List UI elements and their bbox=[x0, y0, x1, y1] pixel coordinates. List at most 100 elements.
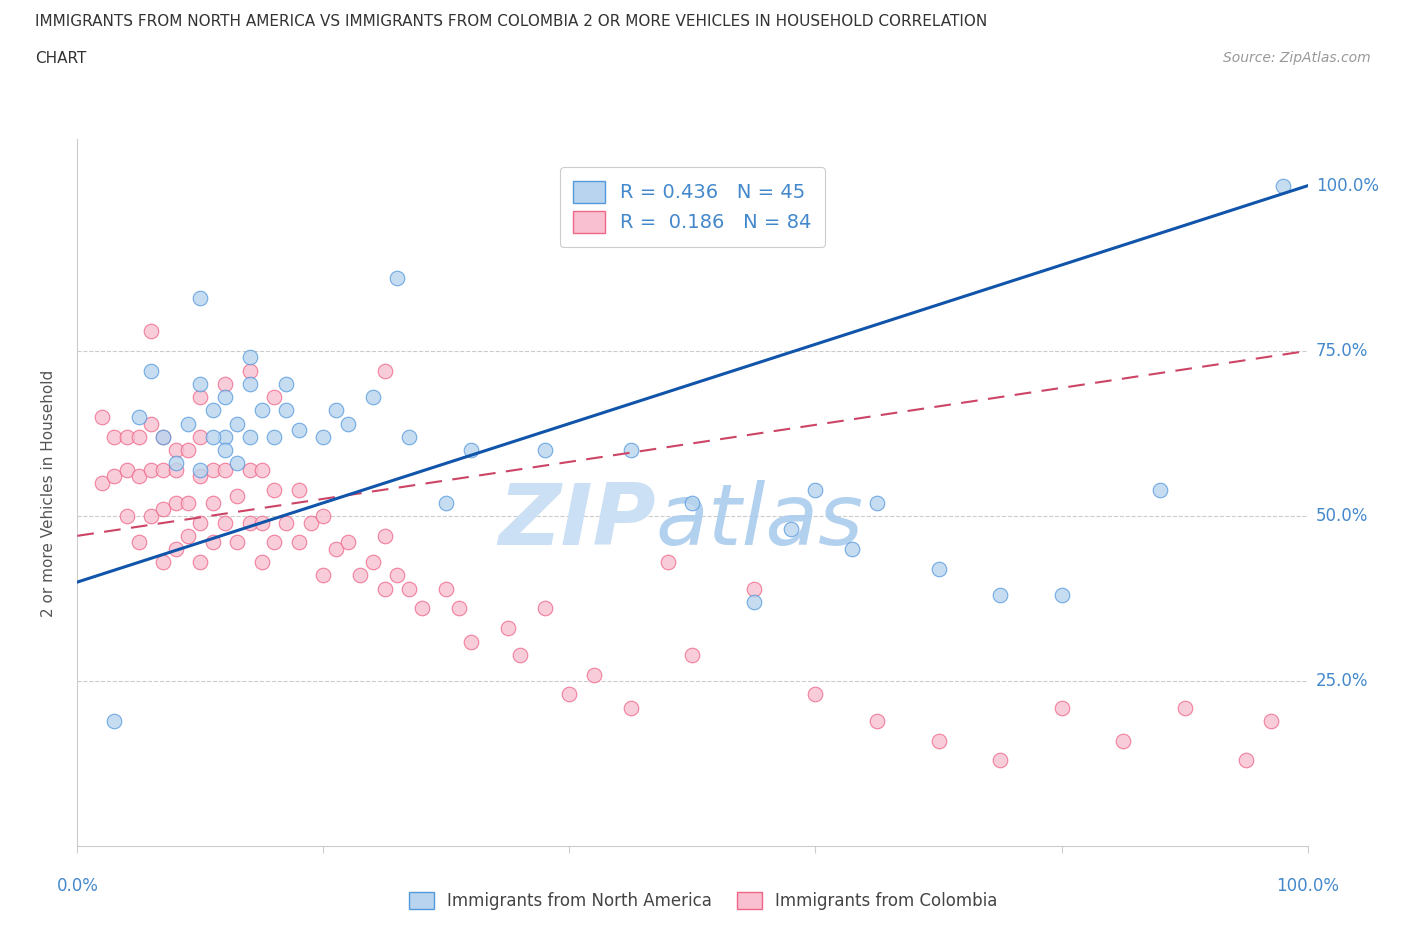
Point bbox=[141, 416, 163, 431]
Point bbox=[201, 462, 224, 477]
Point bbox=[1272, 179, 1295, 193]
Text: IMMIGRANTS FROM NORTH AMERICA VS IMMIGRANTS FROM COLOMBIA 2 OR MORE VEHICLES IN : IMMIGRANTS FROM NORTH AMERICA VS IMMIGRA… bbox=[35, 14, 987, 29]
Point bbox=[250, 515, 273, 530]
Text: 75.0%: 75.0% bbox=[1316, 342, 1368, 360]
Point bbox=[349, 568, 371, 583]
Point bbox=[1174, 700, 1197, 715]
Point bbox=[436, 581, 458, 596]
Point bbox=[337, 416, 360, 431]
Point bbox=[325, 403, 347, 418]
Point bbox=[276, 377, 298, 392]
Point bbox=[534, 443, 557, 458]
Point bbox=[128, 430, 150, 445]
Point bbox=[103, 469, 125, 484]
Text: 100.0%: 100.0% bbox=[1316, 177, 1379, 194]
Point bbox=[337, 535, 360, 550]
Point bbox=[620, 700, 643, 715]
Point bbox=[288, 482, 311, 497]
Point bbox=[188, 462, 212, 477]
Point bbox=[928, 733, 950, 748]
Point bbox=[188, 515, 212, 530]
Point bbox=[201, 403, 224, 418]
Point bbox=[276, 403, 298, 418]
Point bbox=[239, 377, 262, 392]
Point bbox=[226, 456, 249, 471]
Point bbox=[385, 568, 409, 583]
Point bbox=[90, 475, 114, 490]
Point bbox=[361, 390, 384, 405]
Point bbox=[1234, 753, 1257, 768]
Text: atlas: atlas bbox=[655, 480, 863, 563]
Point bbox=[361, 555, 384, 570]
Point bbox=[165, 541, 187, 556]
Point bbox=[263, 535, 285, 550]
Point bbox=[299, 515, 322, 530]
Legend: R = 0.436   N = 45, R =  0.186   N = 84: R = 0.436 N = 45, R = 0.186 N = 84 bbox=[560, 166, 825, 246]
Text: 25.0%: 25.0% bbox=[1316, 672, 1368, 690]
Point bbox=[263, 482, 285, 497]
Point bbox=[1260, 713, 1282, 728]
Point bbox=[239, 364, 262, 379]
Point bbox=[177, 443, 200, 458]
Point bbox=[239, 515, 262, 530]
Point bbox=[214, 462, 236, 477]
Point bbox=[1112, 733, 1135, 748]
Point bbox=[188, 290, 212, 305]
Point bbox=[374, 528, 396, 543]
Point bbox=[152, 462, 174, 477]
Point bbox=[214, 377, 236, 392]
Text: 100.0%: 100.0% bbox=[1277, 877, 1339, 895]
Point bbox=[411, 601, 433, 616]
Point bbox=[496, 621, 519, 636]
Point bbox=[866, 496, 889, 511]
Point bbox=[509, 647, 531, 662]
Point bbox=[239, 462, 262, 477]
Point bbox=[263, 430, 285, 445]
Point bbox=[250, 403, 273, 418]
Text: 50.0%: 50.0% bbox=[1316, 507, 1368, 525]
Point bbox=[214, 430, 236, 445]
Point bbox=[90, 409, 114, 424]
Point bbox=[583, 667, 606, 682]
Point bbox=[115, 509, 138, 524]
Point bbox=[312, 568, 335, 583]
Point bbox=[374, 364, 396, 379]
Point bbox=[742, 594, 765, 609]
Point bbox=[239, 430, 262, 445]
Point bbox=[288, 423, 311, 438]
Point bbox=[103, 713, 125, 728]
Point bbox=[177, 416, 200, 431]
Point bbox=[165, 456, 187, 471]
Point bbox=[141, 462, 163, 477]
Point bbox=[141, 324, 163, 339]
Text: ZIP: ZIP bbox=[498, 480, 655, 563]
Point bbox=[165, 496, 187, 511]
Point bbox=[188, 390, 212, 405]
Text: CHART: CHART bbox=[35, 51, 87, 66]
Point bbox=[460, 634, 482, 649]
Point bbox=[558, 687, 581, 702]
Point bbox=[436, 496, 458, 511]
Point bbox=[188, 430, 212, 445]
Point bbox=[177, 496, 200, 511]
Point bbox=[447, 601, 470, 616]
Point bbox=[780, 522, 803, 537]
Point bbox=[460, 443, 482, 458]
Point bbox=[682, 496, 704, 511]
Point bbox=[165, 443, 187, 458]
Point bbox=[152, 430, 174, 445]
Point bbox=[276, 515, 298, 530]
Point bbox=[141, 364, 163, 379]
Point bbox=[214, 390, 236, 405]
Point bbox=[620, 443, 643, 458]
Point bbox=[226, 535, 249, 550]
Point bbox=[385, 271, 409, 286]
Point bbox=[1050, 700, 1073, 715]
Point bbox=[312, 430, 335, 445]
Point bbox=[250, 555, 273, 570]
Point bbox=[988, 753, 1011, 768]
Text: 0.0%: 0.0% bbox=[56, 877, 98, 895]
Point bbox=[988, 588, 1011, 603]
Point bbox=[152, 555, 174, 570]
Point bbox=[239, 350, 262, 365]
